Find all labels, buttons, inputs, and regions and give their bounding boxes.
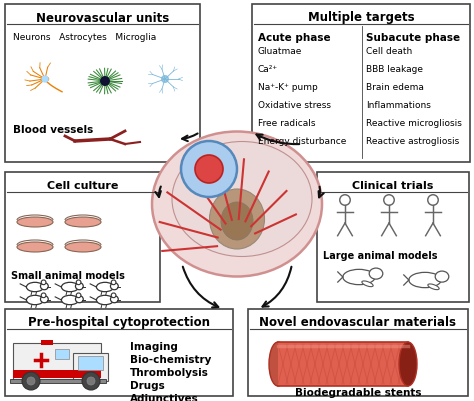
Ellipse shape xyxy=(17,217,53,227)
Circle shape xyxy=(87,377,95,385)
Ellipse shape xyxy=(435,271,449,282)
Text: Gluatmae: Gluatmae xyxy=(258,47,302,56)
Circle shape xyxy=(42,77,48,83)
Text: Brain edema: Brain edema xyxy=(366,83,424,92)
Ellipse shape xyxy=(269,342,287,386)
Ellipse shape xyxy=(65,217,101,227)
Ellipse shape xyxy=(75,296,83,303)
Circle shape xyxy=(181,142,237,198)
Text: Novel endovascular materials: Novel endovascular materials xyxy=(259,316,456,329)
Circle shape xyxy=(27,377,35,385)
FancyBboxPatch shape xyxy=(13,343,101,381)
Ellipse shape xyxy=(27,296,44,305)
FancyBboxPatch shape xyxy=(248,309,468,396)
Circle shape xyxy=(82,372,100,390)
Text: Reactive microgliosis: Reactive microgliosis xyxy=(366,119,462,128)
Circle shape xyxy=(41,293,46,298)
Text: Energy disturbance: Energy disturbance xyxy=(258,137,346,146)
FancyBboxPatch shape xyxy=(278,342,408,386)
Ellipse shape xyxy=(399,342,417,386)
Circle shape xyxy=(101,77,109,86)
Text: Subacute phase: Subacute phase xyxy=(366,33,460,43)
Ellipse shape xyxy=(343,270,375,285)
FancyBboxPatch shape xyxy=(5,309,233,396)
Text: Reactive astrogliosis: Reactive astrogliosis xyxy=(366,137,459,146)
Ellipse shape xyxy=(41,77,49,83)
Ellipse shape xyxy=(75,283,83,290)
Ellipse shape xyxy=(62,283,79,292)
Text: Biodegradable stents: Biodegradable stents xyxy=(295,387,421,397)
Text: Drugs: Drugs xyxy=(130,380,165,390)
Ellipse shape xyxy=(221,203,253,241)
FancyBboxPatch shape xyxy=(55,349,69,359)
Ellipse shape xyxy=(65,242,101,252)
Text: Adjunctives: Adjunctives xyxy=(130,393,199,401)
Circle shape xyxy=(76,293,81,298)
Ellipse shape xyxy=(40,296,48,303)
Ellipse shape xyxy=(110,283,118,290)
Ellipse shape xyxy=(210,190,264,249)
Ellipse shape xyxy=(27,283,44,292)
Ellipse shape xyxy=(96,283,114,292)
FancyBboxPatch shape xyxy=(78,356,103,370)
FancyBboxPatch shape xyxy=(252,5,470,162)
Ellipse shape xyxy=(96,296,114,305)
Text: Acute phase: Acute phase xyxy=(258,33,331,43)
Text: Blood vessels: Blood vessels xyxy=(13,125,93,135)
Ellipse shape xyxy=(40,283,48,290)
Circle shape xyxy=(162,77,168,83)
Text: Free radicals: Free radicals xyxy=(258,119,316,128)
Text: Inflammations: Inflammations xyxy=(366,101,431,110)
Text: Cell culture: Cell culture xyxy=(47,180,118,190)
Circle shape xyxy=(22,372,40,390)
FancyBboxPatch shape xyxy=(5,5,200,162)
Text: Large animal models: Large animal models xyxy=(323,250,438,260)
Ellipse shape xyxy=(17,242,53,252)
Text: Neurovascular units: Neurovascular units xyxy=(36,12,169,24)
Text: Ca²⁺: Ca²⁺ xyxy=(258,65,278,74)
Circle shape xyxy=(195,156,223,184)
Text: Na⁺-K⁺ pump: Na⁺-K⁺ pump xyxy=(258,83,318,92)
FancyBboxPatch shape xyxy=(73,353,108,381)
FancyBboxPatch shape xyxy=(10,379,106,383)
Circle shape xyxy=(111,293,116,298)
Text: Cell death: Cell death xyxy=(366,47,412,56)
Ellipse shape xyxy=(172,142,312,257)
Ellipse shape xyxy=(362,281,373,287)
Text: Bio-chemistry: Bio-chemistry xyxy=(130,354,211,364)
Ellipse shape xyxy=(62,296,79,305)
Circle shape xyxy=(41,280,46,285)
FancyBboxPatch shape xyxy=(5,172,160,302)
Text: Clinical trials: Clinical trials xyxy=(352,180,434,190)
Ellipse shape xyxy=(369,268,383,279)
Circle shape xyxy=(111,280,116,285)
Text: Neurons   Astrocytes   Microglia: Neurons Astrocytes Microglia xyxy=(13,33,156,42)
FancyBboxPatch shape xyxy=(317,172,469,302)
Text: Multiple targets: Multiple targets xyxy=(308,12,414,24)
Ellipse shape xyxy=(409,273,441,288)
Text: Thrombolysis: Thrombolysis xyxy=(130,367,209,377)
Text: Small animal models: Small animal models xyxy=(11,270,125,280)
Text: Oxidative stress: Oxidative stress xyxy=(258,101,331,110)
Text: Pre-hospital cytoprotection: Pre-hospital cytoprotection xyxy=(28,316,210,329)
Ellipse shape xyxy=(110,296,118,303)
Text: BBB leakage: BBB leakage xyxy=(366,65,423,74)
Text: Imaging: Imaging xyxy=(130,341,178,351)
FancyBboxPatch shape xyxy=(41,340,53,345)
Ellipse shape xyxy=(428,284,439,290)
Circle shape xyxy=(76,280,81,285)
Ellipse shape xyxy=(152,132,322,277)
FancyBboxPatch shape xyxy=(13,370,101,378)
